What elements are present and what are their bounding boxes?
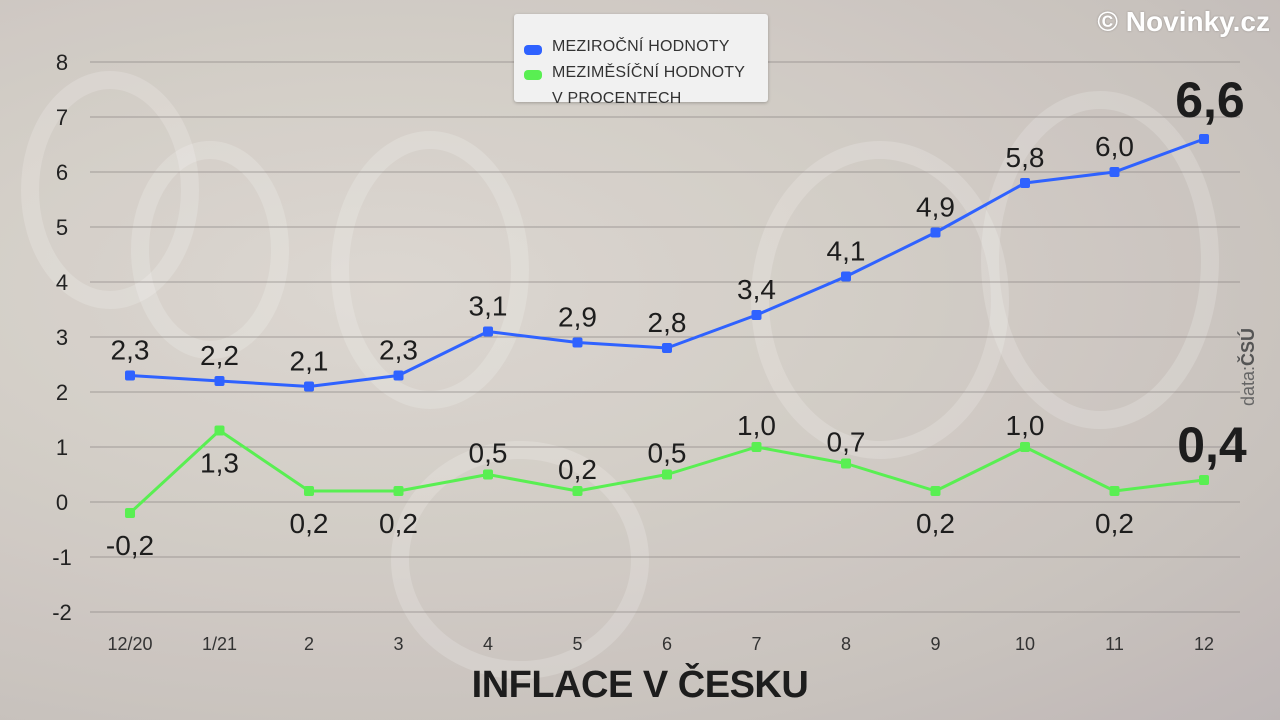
y-tick-label: -1 [52,545,72,570]
legend-swatch-yoy [524,45,542,55]
data-point [662,343,672,353]
legend-label-unit: V PROCENTECH [552,90,682,107]
x-tick-label: 12 [1194,634,1214,654]
data-point [1020,442,1030,452]
x-tick-label: 5 [572,634,582,654]
legend-label-yoy: MEZIROČNÍ HODNOTY [552,38,730,55]
data-label: 1,0 [1006,410,1045,441]
data-label: 3,1 [469,291,508,322]
data-point [304,486,314,496]
data-label: 6,6 [1175,72,1245,128]
data-label: 0,2 [290,508,329,539]
data-source: data:ČSÚ [1238,328,1258,406]
data-label: -0,2 [106,530,154,561]
data-point [1020,178,1030,188]
brand-watermark: © Novinky.cz [1097,6,1270,37]
data-label: 2,8 [648,307,687,338]
x-axis-ticks: 12/20 1/21 2 3 4 5 6 7 8 9 10 11 12 [107,634,1214,654]
data-label: 2,2 [200,340,239,371]
x-tick-label: 2 [304,634,314,654]
chart-title: INFLACE V ČESKU [471,664,809,706]
legend-label-mom: MEZIMĚSÍČNÍ HODNOTY [552,64,746,81]
data-label: 1,0 [737,410,776,441]
source-name: ČSÚ [1238,327,1258,366]
data-point [393,486,404,496]
data-label: 0,2 [558,454,597,485]
data-point [751,442,762,452]
x-tick-label: 6 [662,634,672,654]
data-point [841,458,851,469]
legend-swatch-mom [524,70,542,80]
data-label: 0,5 [469,438,508,469]
x-tick-label: 12/20 [107,634,152,654]
data-label: 0,2 [379,508,418,539]
series-points [125,134,1209,518]
y-tick-label: 2 [56,380,68,405]
data-point [483,469,493,480]
data-label: 3,4 [737,274,776,305]
x-tick-label: 3 [393,634,403,654]
data-point [125,508,135,518]
x-tick-label: 9 [930,634,940,654]
data-point [1109,486,1120,496]
y-tick-label: 0 [56,490,68,515]
data-point [662,469,672,480]
data-point [483,326,493,337]
y-tick-label: -2 [52,600,72,625]
grid-lines [90,61,1240,613]
data-point [841,271,851,282]
data-point [751,310,762,320]
data-label: 0,4 [1177,417,1247,473]
data-label: 1,3 [200,448,239,479]
data-label: 2,9 [558,302,597,333]
data-point [1109,167,1120,177]
x-tick-label: 7 [751,634,761,654]
data-point [125,370,135,381]
y-tick-label: 1 [56,435,68,460]
x-tick-label: 8 [841,634,851,654]
y-tick-label: 7 [56,105,68,130]
source-prefix: data: [1238,365,1258,406]
y-tick-label: 8 [56,50,68,75]
data-labels: 2,3 2,2 2,1 2,3 3,1 2,9 2,8 3,4 4,1 4,9 5,8 6,0 6,6 -… [106,72,1247,561]
data-point [930,227,941,238]
data-point [572,337,583,348]
data-point [1199,134,1209,144]
x-tick-label: 10 [1015,634,1035,654]
x-tick-label: 1/21 [202,634,237,654]
y-tick-label: 3 [56,325,68,350]
data-label: 2,3 [379,335,418,366]
chart-legend: MEZIROČNÍ HODNOTY MEZIMĚSÍČNÍ HODNOTY V … [514,14,768,107]
data-label: 5,8 [1006,142,1045,173]
data-point [393,370,404,381]
x-tick-label: 4 [483,634,493,654]
data-label: 0,2 [1095,508,1134,539]
data-label: 6,0 [1095,131,1134,162]
data-point [572,486,583,496]
data-label: 2,3 [111,335,150,366]
y-tick-label: 6 [56,160,68,185]
data-point [1199,475,1209,485]
y-tick-label: 5 [56,215,68,240]
data-point [304,381,314,392]
data-label: 0,5 [648,438,687,469]
y-axis-ticks: 8 7 6 5 4 3 2 1 0 -1 -2 [52,50,72,625]
data-label: 0,2 [916,508,955,539]
data-point [214,376,225,386]
data-label: 0,7 [827,427,866,458]
x-tick-label: 11 [1105,634,1124,654]
data-point [214,425,225,436]
data-label: 2,1 [290,346,329,377]
data-point [930,486,941,496]
y-tick-label: 4 [56,270,68,295]
data-label: 4,1 [827,236,866,267]
data-label: 4,9 [916,192,955,223]
